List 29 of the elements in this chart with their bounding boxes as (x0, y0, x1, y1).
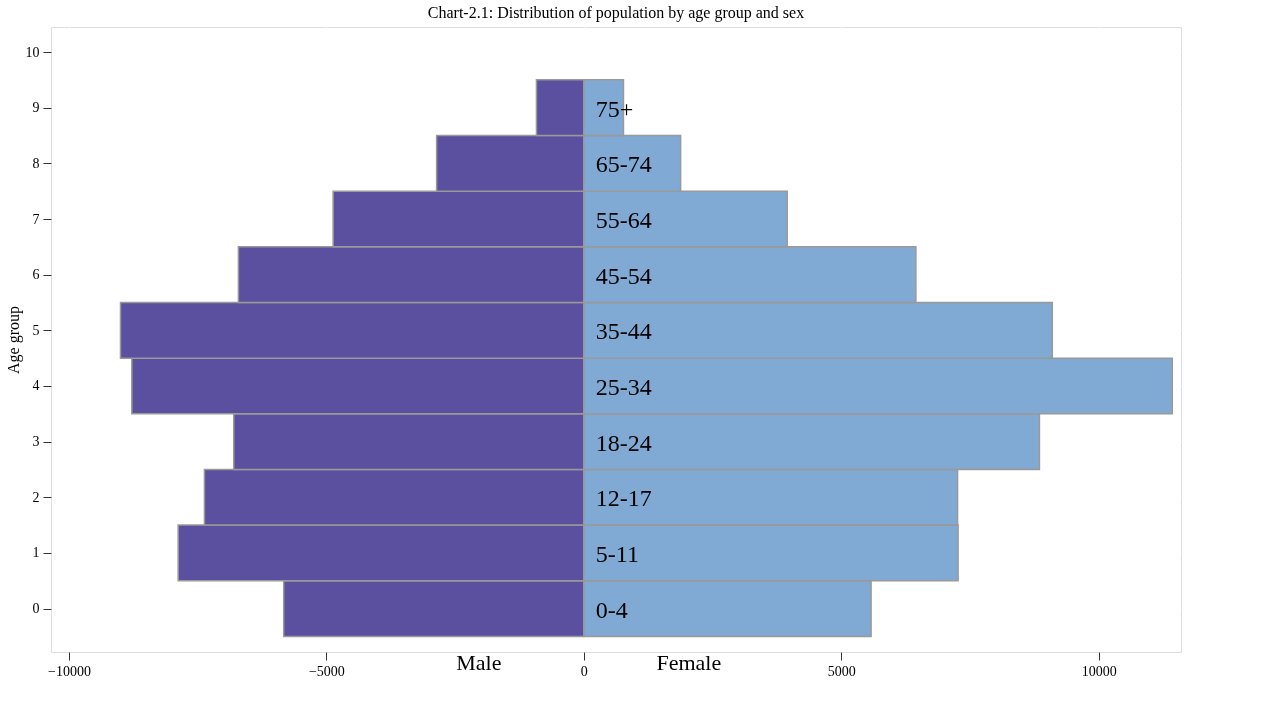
y-tick-label: 0 (32, 601, 40, 617)
x-tick-label: 5000 (827, 663, 856, 679)
annotation: 0-4 (595, 596, 628, 623)
series-label: Male (456, 650, 502, 675)
y-tick-label: 5 (32, 322, 40, 338)
annotation: 18-24 (595, 429, 652, 456)
x-tick-label: −10000 (48, 663, 91, 679)
series-label: Female (656, 650, 722, 675)
annotation: 55-64 (595, 207, 652, 234)
x-tick-label: −5000 (308, 663, 345, 679)
y-tick-label: 2 (32, 489, 40, 505)
y-tick-label: 6 (32, 267, 40, 283)
annotation: 45-54 (595, 262, 652, 289)
chart-title: Chart-2.1: Distribution of population by age group and sex (427, 4, 805, 22)
y-tick-label: 4 (32, 378, 40, 394)
y-tick-label: 10 (25, 44, 40, 60)
annotation: 5-11 (595, 540, 639, 567)
y-tick-label: 3 (32, 434, 40, 450)
y-axis-title: Age group (4, 306, 23, 374)
y-tick-label: 8 (32, 155, 40, 171)
y-tick-label: 9 (32, 100, 40, 116)
x-tick-label: 0 (580, 663, 588, 679)
annotation: 12-17 (595, 485, 652, 512)
annotation: 35-44 (595, 318, 652, 345)
annotation: 65-74 (595, 151, 652, 178)
annotation: 25-34 (595, 373, 652, 400)
y-tick-label: 1 (32, 545, 40, 561)
y-tick-label: 7 (32, 211, 40, 227)
x-tick-label: 10000 (1081, 663, 1117, 679)
